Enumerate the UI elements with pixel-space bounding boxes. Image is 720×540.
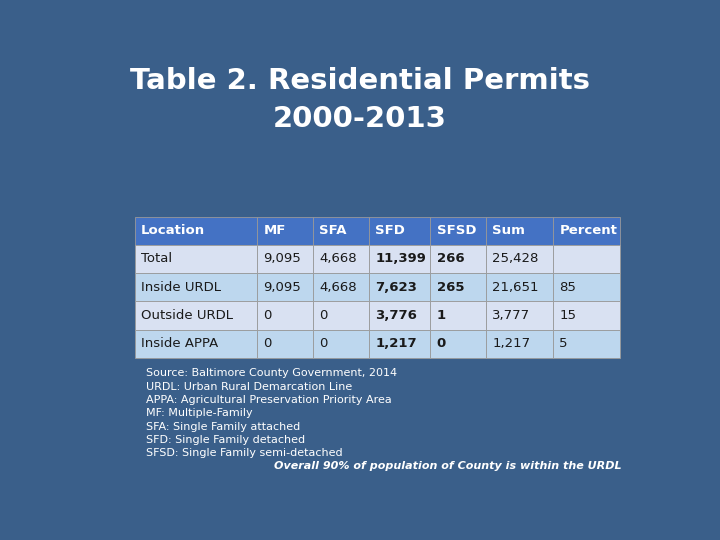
Text: Overall 90% of population of County is within the URDL: Overall 90% of population of County is w… [274, 462, 622, 471]
Bar [553, 329, 620, 358]
Text: MF: MF [264, 224, 286, 237]
Bar [135, 329, 258, 358]
Text: Total: Total [141, 253, 172, 266]
Bar [258, 245, 313, 273]
Bar [313, 245, 369, 273]
Text: Inside URDL: Inside URDL [141, 281, 221, 294]
Bar [258, 273, 313, 301]
Text: 0: 0 [264, 338, 272, 350]
Bar [369, 245, 431, 273]
Text: 9,095: 9,095 [264, 253, 301, 266]
Text: 21,651: 21,651 [492, 281, 539, 294]
Text: SFA: Single Family attached: SFA: Single Family attached [145, 422, 300, 431]
Text: MF: Multiple-Family: MF: Multiple-Family [145, 408, 253, 418]
Bar [313, 217, 369, 245]
Bar [553, 217, 620, 245]
Bar [553, 245, 620, 273]
Bar [486, 301, 553, 329]
Bar [553, 301, 620, 329]
Text: Source: Baltimore County Government, 2014: Source: Baltimore County Government, 201… [145, 368, 397, 379]
Text: 0: 0 [264, 309, 272, 322]
Text: 11,399: 11,399 [375, 253, 426, 266]
Text: 3,777: 3,777 [492, 309, 531, 322]
Text: Percent: Percent [559, 224, 617, 237]
Text: 15: 15 [559, 309, 576, 322]
Text: Location: Location [141, 224, 205, 237]
Text: 265: 265 [436, 281, 464, 294]
Text: 1: 1 [436, 309, 446, 322]
Text: 7,623: 7,623 [375, 281, 417, 294]
Text: 4,668: 4,668 [320, 281, 357, 294]
Text: SFSD: SFSD [436, 224, 476, 237]
Bar [369, 329, 431, 358]
Text: SFD: SFD [375, 224, 405, 237]
Bar [431, 245, 486, 273]
Bar [369, 301, 431, 329]
Text: 0: 0 [320, 338, 328, 350]
Text: SFA: SFA [320, 224, 347, 237]
Bar [431, 273, 486, 301]
Text: SFSD: Single Family semi-detached: SFSD: Single Family semi-detached [145, 448, 343, 458]
Text: 0: 0 [436, 338, 446, 350]
Text: 9,095: 9,095 [264, 281, 301, 294]
Bar [486, 245, 553, 273]
Bar [313, 301, 369, 329]
Bar [313, 273, 369, 301]
Bar [258, 217, 313, 245]
Text: 1,217: 1,217 [375, 338, 417, 350]
Bar [135, 245, 258, 273]
Bar [431, 217, 486, 245]
Bar [431, 301, 486, 329]
Bar [135, 217, 258, 245]
Bar [258, 301, 313, 329]
Bar [313, 329, 369, 358]
Text: URDL: Urban Rural Demarcation Line: URDL: Urban Rural Demarcation Line [145, 382, 352, 392]
Text: APPA: Agricultural Preservation Priority Area: APPA: Agricultural Preservation Priority… [145, 395, 392, 405]
Bar [369, 273, 431, 301]
Bar [486, 217, 553, 245]
Text: Sum: Sum [492, 224, 525, 237]
Text: SFD: Single Family detached: SFD: Single Family detached [145, 435, 305, 445]
Text: 266: 266 [436, 253, 464, 266]
Bar [258, 329, 313, 358]
Text: Table 2. Residential Permits
2000-2013: Table 2. Residential Permits 2000-2013 [130, 67, 590, 133]
Bar [369, 217, 431, 245]
Bar [431, 329, 486, 358]
Text: Inside APPA: Inside APPA [141, 338, 218, 350]
Text: 5: 5 [559, 338, 568, 350]
Text: 1,217: 1,217 [492, 338, 531, 350]
Text: 3,776: 3,776 [375, 309, 417, 322]
Bar [553, 273, 620, 301]
Bar [486, 273, 553, 301]
Text: 25,428: 25,428 [492, 253, 539, 266]
Bar [135, 273, 258, 301]
Bar [486, 329, 553, 358]
Text: 0: 0 [320, 309, 328, 322]
Text: 4,668: 4,668 [320, 253, 357, 266]
Text: 85: 85 [559, 281, 576, 294]
Bar [135, 301, 258, 329]
Text: Outside URDL: Outside URDL [141, 309, 233, 322]
